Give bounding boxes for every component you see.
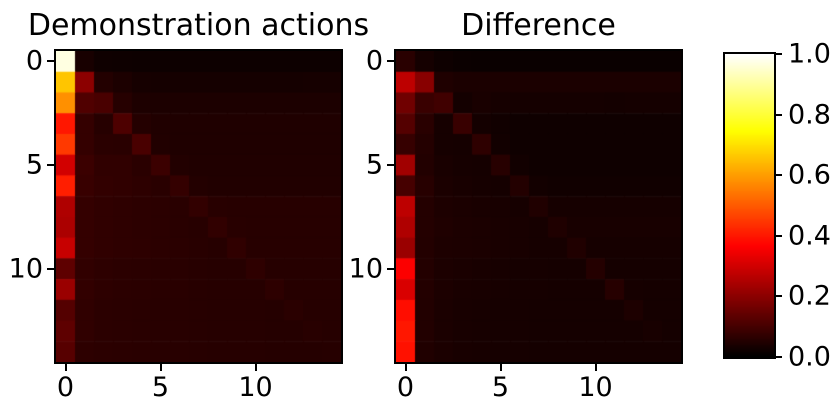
colorbar-tick-label: 0.8 <box>788 99 831 131</box>
plot-title-demonstration-actions: Demonstration actions <box>27 8 370 43</box>
y-tick <box>47 267 54 270</box>
y-tick <box>47 60 54 63</box>
x-tick-label: 5 <box>151 372 170 403</box>
y-tick-label: 10 <box>348 253 383 285</box>
y-tick-label: 10 <box>8 253 43 285</box>
colorbar-tick-label: 0.2 <box>788 280 831 312</box>
x-tick <box>159 364 162 371</box>
y-tick-label: 0 <box>25 45 43 77</box>
y-tick-label: 5 <box>25 149 43 181</box>
x-tick <box>594 364 597 371</box>
y-tick <box>387 267 394 270</box>
colorbar-tick <box>776 174 782 177</box>
y-tick-label: 5 <box>365 149 383 181</box>
colorbar-gradient <box>725 54 774 357</box>
x-tick <box>64 364 67 371</box>
colorbar-tick <box>776 53 782 55</box>
x-tick <box>404 364 407 371</box>
heatmap-cells-demonstration-actions <box>56 51 341 362</box>
y-tick <box>387 164 394 167</box>
plot-title-difference: Difference <box>461 8 616 43</box>
y-tick <box>47 164 54 167</box>
x-tick-label: 10 <box>578 372 613 403</box>
colorbar-tick-label: 1.0 <box>788 38 831 70</box>
colorbar-tick <box>776 295 782 298</box>
heatmap-cells-difference <box>396 51 681 362</box>
colorbar-tick <box>776 356 782 358</box>
colorbar-tick <box>776 113 782 116</box>
y-tick-label: 0 <box>365 45 383 77</box>
x-tick-label: 0 <box>396 372 415 403</box>
colorbar-tick <box>776 234 782 237</box>
colorbar-tick-label: 0.4 <box>788 220 831 252</box>
heatmap-demonstration-actions: Demonstration actions 0 5 10 0 5 10 <box>9 8 369 401</box>
x-tick <box>499 364 502 371</box>
heatmap-difference: Difference 0 5 10 0 5 10 <box>349 8 683 401</box>
y-tick <box>387 60 394 63</box>
x-tick-label: 10 <box>238 372 273 403</box>
colorbar-tick-label: 0.0 <box>788 341 831 373</box>
colorbar: 1.0 0.8 0.6 0.4 0.2 0.0 <box>723 41 831 371</box>
x-tick <box>254 364 257 371</box>
x-tick-label: 0 <box>56 372 75 403</box>
x-tick-label: 5 <box>491 372 510 403</box>
colorbar-tick-label: 0.6 <box>788 159 831 191</box>
